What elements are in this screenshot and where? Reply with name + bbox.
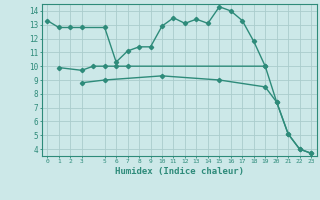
X-axis label: Humidex (Indice chaleur): Humidex (Indice chaleur) (115, 167, 244, 176)
